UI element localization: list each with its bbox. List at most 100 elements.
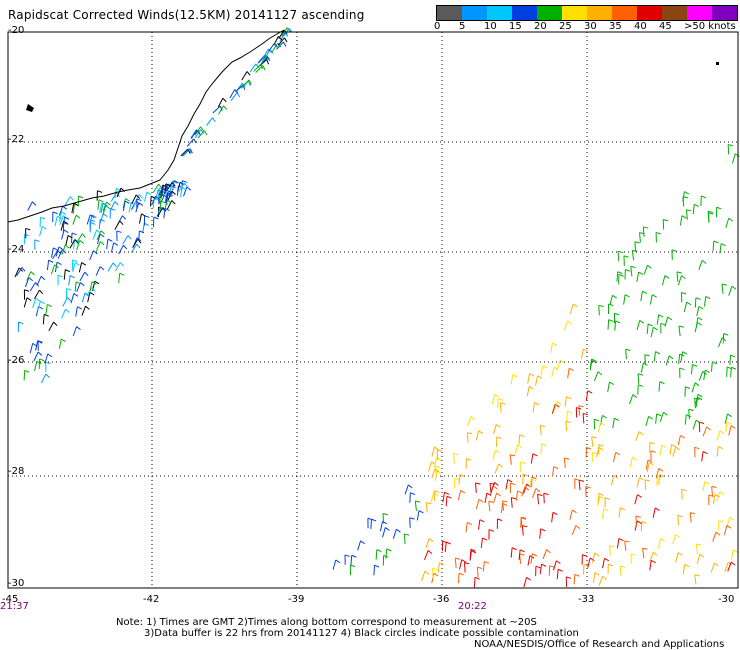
wind-barb-flag — [721, 337, 727, 342]
wind-barb-flag — [374, 564, 380, 568]
wind-barb-flag — [648, 415, 654, 420]
wind-barb-flag — [466, 458, 472, 461]
wind-barb-flag — [94, 280, 100, 285]
wind-barb-flag — [635, 515, 641, 518]
wind-barb — [523, 483, 528, 494]
wind-barb — [702, 426, 708, 437]
wind-barb — [551, 404, 556, 414]
wind-barb-flag — [90, 222, 96, 225]
wind-barb — [510, 374, 514, 385]
wind-barb-flag — [219, 105, 223, 111]
wind-barb — [268, 42, 275, 52]
wind-barb-flag — [510, 454, 516, 457]
legend-swatch — [462, 6, 487, 20]
wind-barb-flag — [521, 516, 527, 519]
wind-barb-flag — [455, 557, 461, 560]
wind-barb — [505, 479, 509, 490]
pass-time: 20:22 — [458, 601, 487, 612]
wind-barb — [578, 480, 581, 491]
wind-barb-flag — [639, 319, 645, 324]
wind-barb-flag — [136, 198, 142, 202]
wind-barb — [128, 202, 132, 213]
map-title: Rapidscat Corrected Winds(12.5KM) 201411… — [8, 8, 365, 22]
wind-barb-flag — [410, 492, 416, 496]
wind-barb — [40, 373, 47, 384]
wind-barb — [712, 494, 716, 505]
wind-barb — [122, 200, 126, 212]
wind-barbs — [14, 27, 740, 588]
wind-barb-flag — [52, 211, 58, 215]
wind-barb-flag — [598, 444, 604, 447]
wind-barb-flag — [79, 240, 85, 244]
wind-barb-flag — [409, 517, 415, 520]
wind-barb — [635, 431, 640, 442]
wind-barb-flag — [479, 519, 485, 523]
wind-barb-flag — [641, 520, 647, 524]
wind-barb-flag — [495, 449, 500, 454]
wind-barb-flag — [478, 430, 484, 434]
wind-barb — [164, 183, 167, 194]
wind-barb-flag — [560, 359, 565, 364]
wind-barb — [164, 192, 168, 203]
wind-barb — [24, 277, 30, 288]
wind-barb-flag — [56, 215, 62, 220]
color-legend — [436, 5, 738, 21]
wind-barb-flag — [599, 495, 605, 500]
wind-barb — [34, 361, 38, 372]
coastline — [7, 29, 285, 223]
wind-barb — [494, 463, 500, 474]
wind-barb-flag — [540, 424, 546, 427]
wind-barb-flag — [714, 562, 719, 567]
wind-barb-flag — [537, 375, 543, 379]
wind-barb — [114, 220, 121, 230]
wind-barb-flag — [25, 227, 31, 231]
wind-barb-flag — [119, 220, 124, 226]
wind-barb — [454, 558, 457, 569]
wind-barb — [425, 538, 430, 549]
wind-barb — [60, 220, 65, 231]
wind-barb-flag — [583, 348, 588, 352]
wind-barb-flag — [712, 361, 718, 365]
wind-barb-flag — [507, 479, 513, 483]
wind-barb-flag — [502, 500, 508, 503]
wind-barb — [551, 512, 554, 523]
wind-barb-flag — [91, 214, 97, 219]
wind-barb-flag — [48, 259, 54, 263]
lat-label: -22 — [8, 134, 25, 145]
wind-barb — [639, 232, 641, 243]
wind-barb — [26, 271, 32, 281]
wind-barb — [728, 425, 732, 436]
wind-barb — [649, 294, 653, 305]
wind-barb — [118, 245, 124, 255]
wind-barb-flag — [660, 322, 666, 326]
wind-barb-flag — [659, 381, 665, 385]
wind-barb — [151, 195, 157, 206]
wind-barb — [630, 266, 633, 277]
wind-barb-flag — [546, 549, 551, 554]
wind-barb-flag — [582, 412, 588, 416]
wind-barb-flag — [85, 305, 90, 310]
wind-barb — [614, 320, 616, 331]
legend-swatch — [687, 6, 712, 20]
wind-barb-flag — [382, 512, 388, 516]
wind-barb — [730, 367, 732, 378]
wind-barb — [731, 549, 734, 560]
wind-barb — [23, 370, 26, 381]
wind-barb — [131, 243, 138, 253]
wind-barb-flag — [697, 317, 703, 321]
wind-barb — [87, 292, 91, 303]
wind-barb — [515, 490, 519, 501]
wind-barb — [476, 567, 479, 578]
wind-barb — [493, 424, 497, 435]
wind-barb — [45, 304, 48, 315]
wind-barb — [65, 235, 69, 246]
wind-barb — [97, 199, 100, 210]
wind-barb-flag — [344, 554, 350, 557]
wind-barb-flag — [62, 205, 67, 210]
wind-barb-flag — [638, 271, 644, 275]
wind-barb — [489, 483, 492, 494]
wind-barb — [556, 360, 561, 370]
lon-label: -42 — [143, 594, 160, 605]
wind-barb — [186, 138, 195, 147]
wind-barb — [445, 496, 448, 507]
